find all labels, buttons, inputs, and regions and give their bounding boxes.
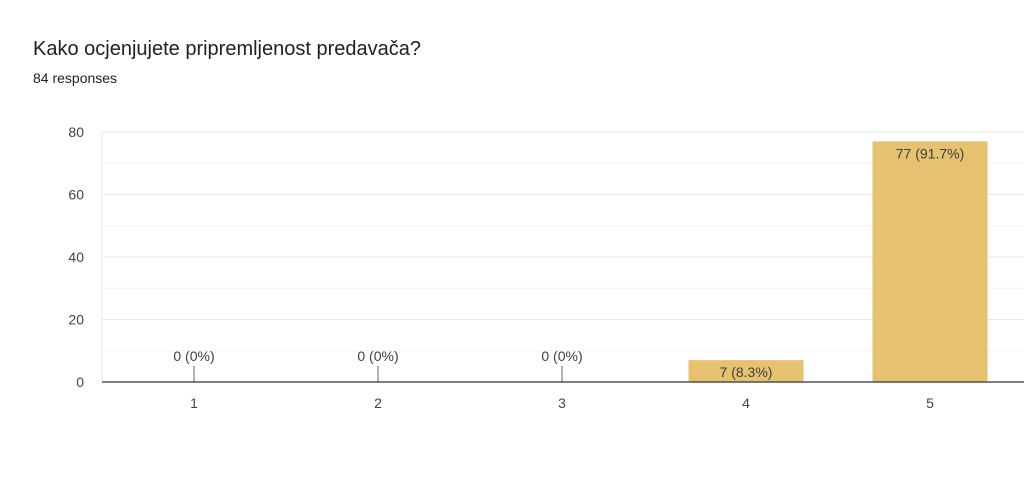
question-title: Kako ocjenjujete pripremljenost predavač… bbox=[33, 38, 422, 60]
data-label: 0 (0%) bbox=[357, 348, 398, 364]
data-label: 7 (8.3%) bbox=[720, 364, 773, 380]
bar bbox=[872, 141, 988, 382]
x-tick-label: 5 bbox=[926, 395, 934, 411]
data-label: 77 (91.7%) bbox=[896, 145, 964, 161]
x-tick-label: 3 bbox=[558, 395, 566, 411]
data-label: 0 (0%) bbox=[173, 348, 214, 364]
y-tick-label: 0 bbox=[76, 374, 84, 390]
data-label: 0 (0%) bbox=[541, 348, 582, 364]
y-tick-label: 40 bbox=[68, 249, 84, 265]
x-tick-label: 4 bbox=[742, 395, 750, 411]
y-tick-label: 60 bbox=[68, 187, 84, 203]
y-tick-label: 20 bbox=[68, 312, 84, 328]
response-count: 84 responses bbox=[33, 70, 118, 86]
y-tick-label: 80 bbox=[68, 124, 84, 140]
x-tick-label: 2 bbox=[374, 395, 382, 411]
bar bbox=[688, 360, 804, 382]
x-tick-label: 1 bbox=[190, 395, 198, 411]
